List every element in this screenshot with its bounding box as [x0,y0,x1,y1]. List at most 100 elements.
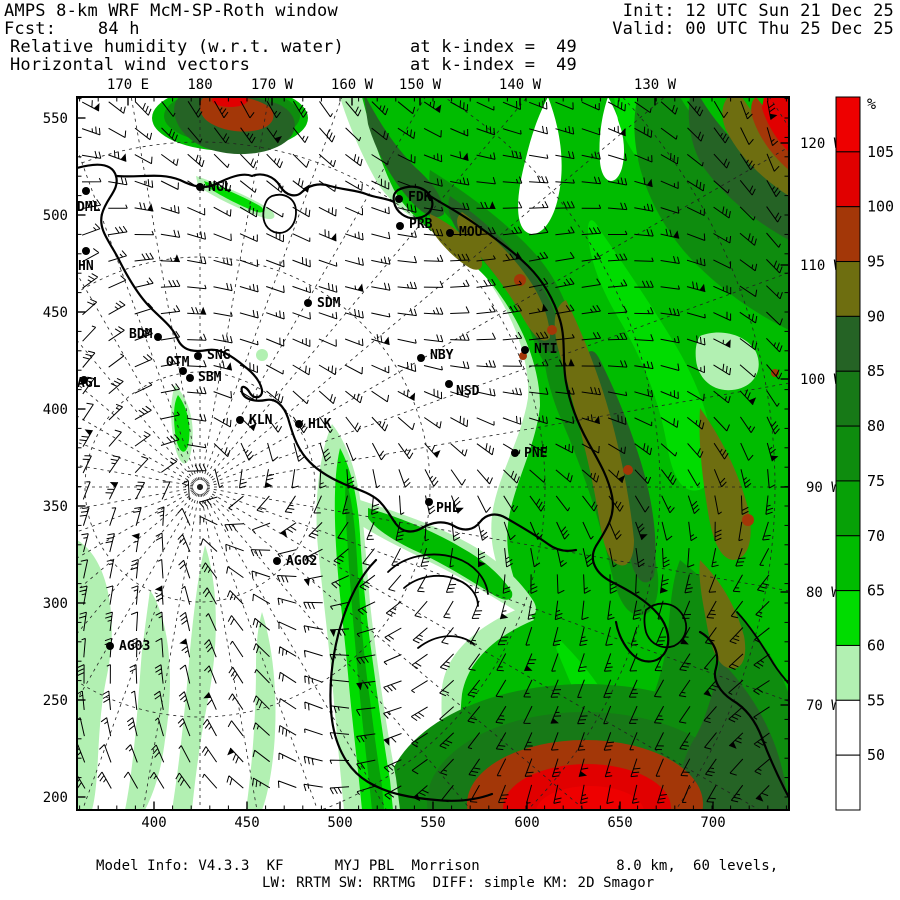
coastlines [77,163,789,802]
victoria-land-coast [77,163,578,552]
x-axis-tick-label: 550 [420,815,445,831]
top-axis-longitude-label: 160 W [331,77,374,93]
meridian-line [199,272,789,488]
station-dot [82,247,90,255]
top-axis-longitude-label: 170 W [251,77,294,93]
station-label: AG02 [286,554,317,569]
x-axis-tick-label: 600 [514,815,539,831]
meridian-line [77,486,201,635]
station-dot [80,376,88,384]
valid-time: Valid: 00 UTC Thu 25 Dec 25 [612,19,894,39]
meridian-line [77,147,201,488]
x-axis-tick-label: 700 [700,815,725,831]
latitude-circle [77,256,431,718]
y-axis-tick-label: 500 [43,208,68,224]
station-label: PNE [524,446,547,461]
colorbar-segment [835,206,861,263]
colorbar-tick-label: 100 [867,198,894,216]
wind-barb-staffs [77,100,783,804]
station-dot [417,354,425,362]
x-axis-tick-label: 500 [327,815,352,831]
meridian-line [199,146,789,488]
station-label: NBY [430,348,454,363]
colorbar-segment [835,96,861,153]
coast-inlet [736,611,789,685]
colorbar-segment [835,699,861,756]
y-axis-tick-label: 350 [43,499,68,515]
right-longitude-label: 120 W [800,136,843,152]
meridian-line [130,97,201,488]
meridian-line [199,97,666,488]
forecast-hour: Fcst: 84 h [4,19,140,39]
axis-labels: 400 450 500 550 600 650 700 170 E 180 170 W 160 W 1… [43,77,843,831]
station-label: PRB [409,217,433,232]
right-longitude-label: 110 W [800,258,843,274]
meridian-line [199,486,258,810]
wind-barbs [77,100,783,804]
colorbar-tick-label: 55 [867,691,885,709]
latitude-circle [443,97,661,810]
y-axis-tick-label: 300 [43,596,68,612]
right-longitude-label: 90 W [806,480,840,496]
colorbar-segment [835,151,861,208]
siple-coast [329,558,494,802]
plot-title: AMPS 8-km WRF McM-SP-Roth window [4,1,338,21]
station-markers: NGL DML HN FDK PRB MOU SDM BDM OTM SNG SBM AGL KLN HL… [77,180,557,654]
station-label: FDK [408,190,432,205]
station-label: AGL [77,376,101,391]
meridian-line [199,486,472,810]
colorbar-segment [835,535,861,592]
humidity-shading [77,97,789,810]
top-axis-longitude-label: 130 W [634,77,677,93]
station-dot [295,420,303,428]
bay-island [262,193,297,234]
model-info-line-2: LW: RRTM SW: RRTMG DIFF: simple KM: 2D S… [262,875,655,891]
colorbar-segment [835,754,861,811]
colorbar-segment [835,261,861,317]
colorbar-tick-label: 60 [867,636,885,654]
station-dot [521,346,529,354]
colorbar-tick-label: 75 [867,472,885,490]
axis-ticks [77,97,789,810]
station-label: NSD [456,384,480,399]
station-label: NTI [534,342,557,357]
north-coast [114,173,396,204]
x-axis-tick-label: 400 [141,815,166,831]
meridian-line [77,383,201,488]
right-longitude-label: 100 W [800,372,843,388]
station-dot [511,449,519,457]
colorbar-tick-label: 90 [867,307,885,325]
station-dot [196,183,204,191]
y-axis-tick-label: 400 [43,402,68,418]
right-longitude-label: 70 W [806,698,840,714]
meridian-line [142,486,201,810]
station-label: DML [77,200,101,215]
init-time: Init: 12 UTC Sun 21 Dec 25 [622,1,894,21]
colorbar-segment [835,370,861,427]
latitude-circle [84,371,316,603]
station-label: PHL [436,501,460,516]
y-axis-tick-label: 250 [43,693,68,709]
roosevelt-arc-outer [387,553,489,595]
station-dot [273,557,281,565]
station-dot [194,352,202,360]
k-index-line-1: at k-index = 49 [410,37,577,57]
meridian-line [77,339,201,488]
station-label: NGL [208,180,232,195]
top-axis-longitude-label: 140 W [499,77,542,93]
meridian-line [77,273,201,488]
meridian-line [199,486,761,810]
station-label: SBM [198,370,222,385]
colorbar-tick-label: 95 [867,253,885,271]
ross-island [392,185,434,220]
station-dot [304,299,312,307]
model-info-line-1: Model Info: V4.3.3 KF MYJ PBL Morrison 8… [96,858,779,874]
station-label: HN [78,259,94,274]
station-dot [445,380,453,388]
colorbar-tick-label: 80 [867,417,885,435]
meridian-line [199,97,270,488]
station-dot [179,367,187,375]
colorbar-tick-label: 50 [867,746,885,764]
